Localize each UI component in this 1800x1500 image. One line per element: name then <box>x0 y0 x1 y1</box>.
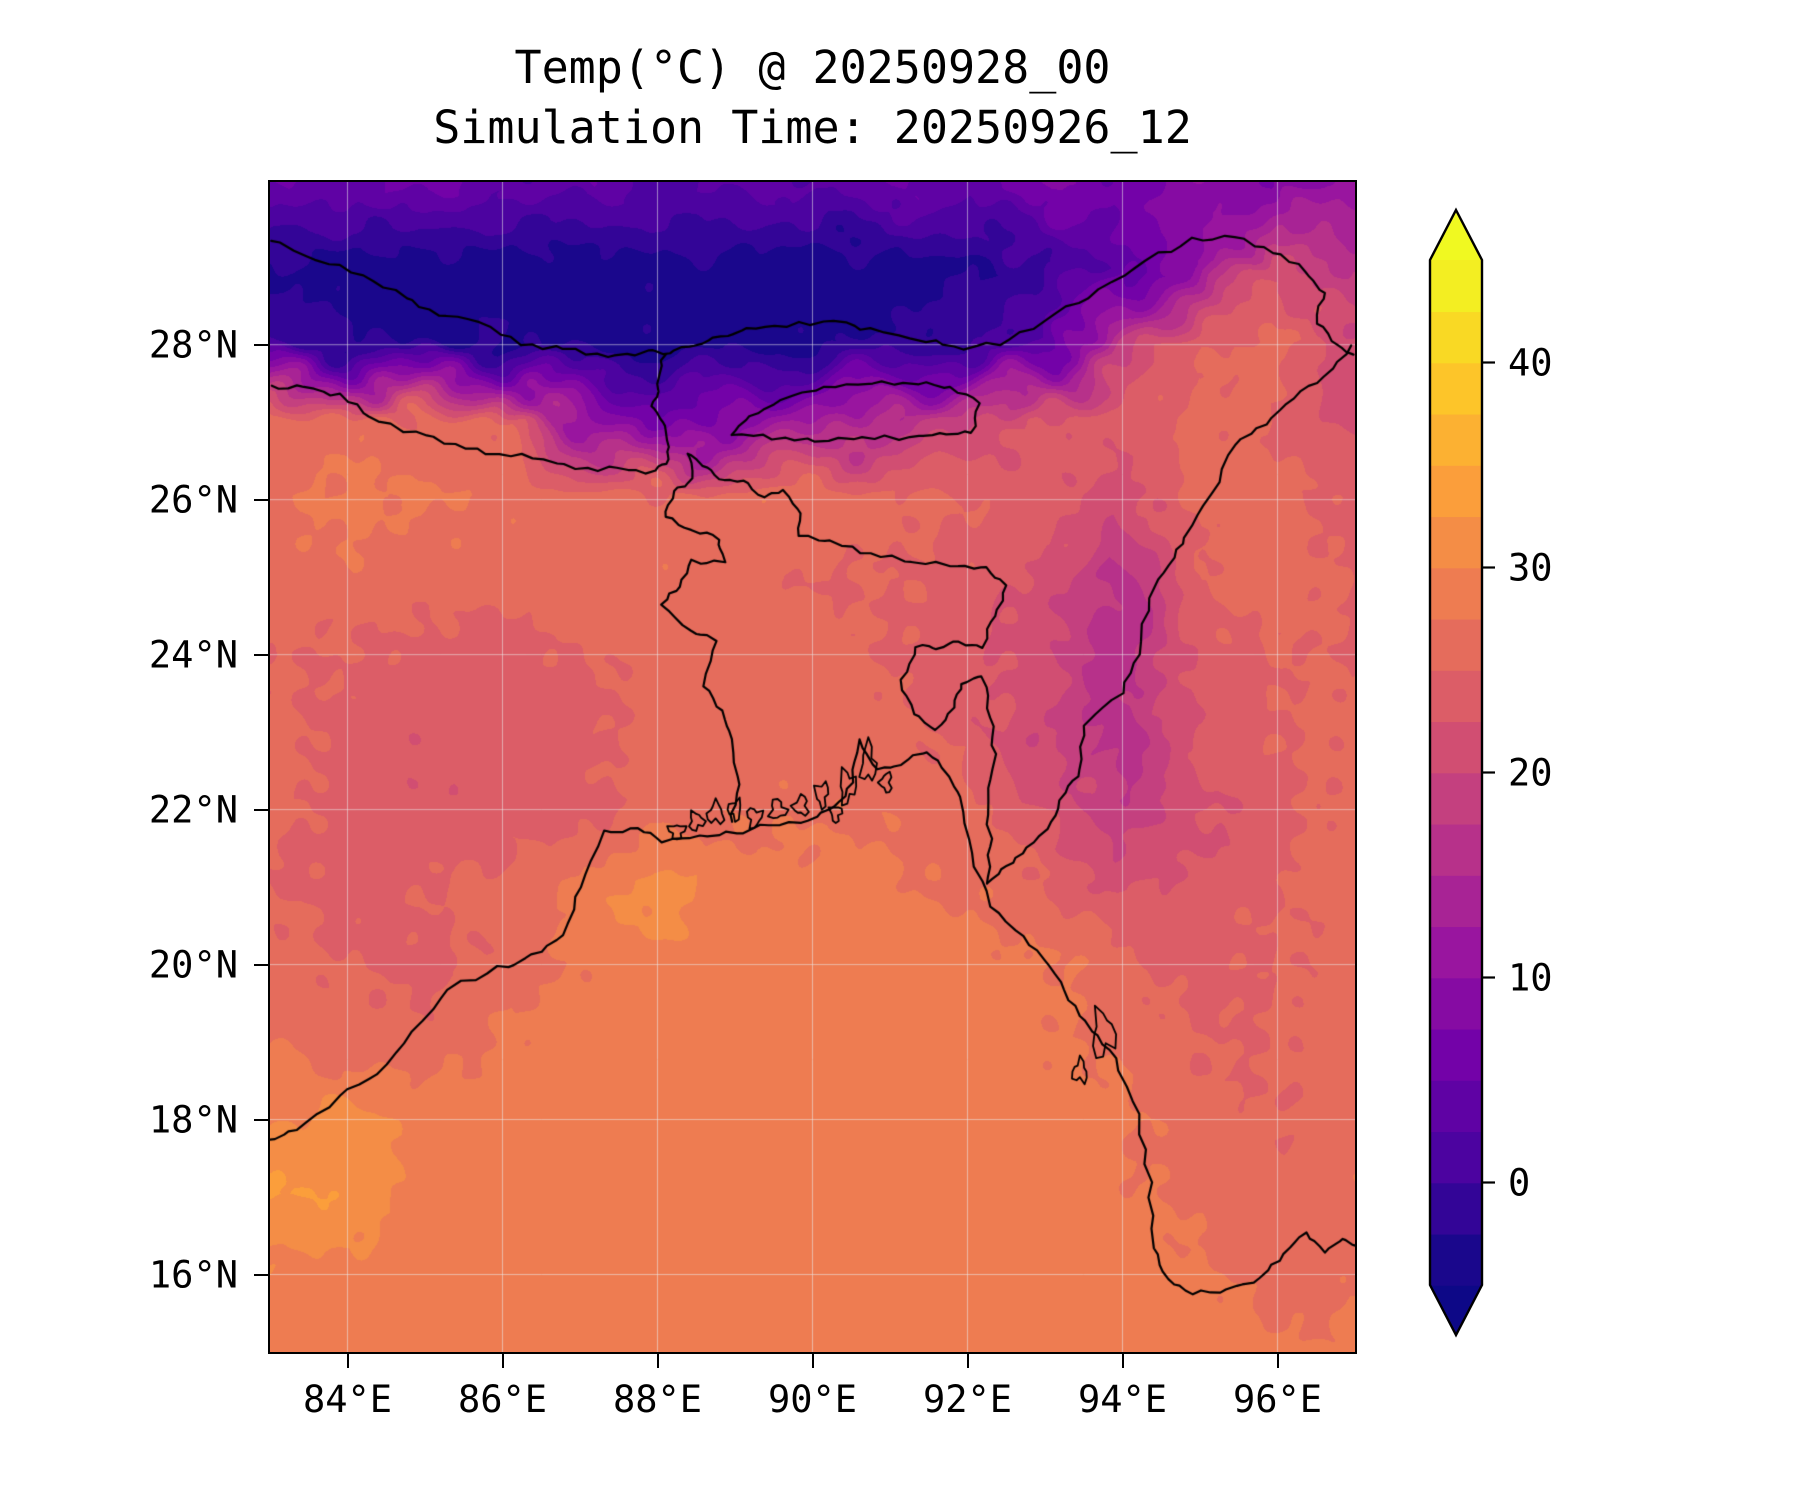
colorbar-tick-label: 0 <box>1508 1162 1530 1205</box>
colorbar-segment <box>1430 977 1482 1030</box>
colorbar-segment <box>1430 823 1482 876</box>
colorbar-segment <box>1430 721 1482 774</box>
y-tick-mark <box>254 1118 268 1121</box>
colorbar-segment <box>1430 1080 1482 1133</box>
y-tick-label: 28°N <box>148 323 238 367</box>
colorbar-segment <box>1430 670 1482 723</box>
colorbar-segment <box>1430 926 1482 979</box>
x-tick-mark <box>501 1354 504 1368</box>
colorbar-tick-label: 30 <box>1508 547 1553 590</box>
chart-title-line1: Temp(°C) @ 20250928_00 <box>514 41 1111 94</box>
map-plot-area <box>268 180 1357 1354</box>
colorbar-tick-label: 40 <box>1508 342 1553 385</box>
colorbar-segment <box>1430 618 1482 671</box>
y-tick-mark <box>254 498 268 501</box>
chart-title-line2: Simulation Time: 20250926_12 <box>433 101 1192 154</box>
x-tick-label: 96°E <box>1232 1378 1323 1421</box>
x-tick-label: 86°E <box>457 1378 548 1421</box>
y-tick-label: 18°N <box>148 1098 238 1142</box>
colorbar-segment <box>1430 567 1482 620</box>
x-tick-label: 84°E <box>302 1378 393 1421</box>
colorbar-tick-label: 20 <box>1508 752 1553 795</box>
colorbar-outline <box>1428 207 1484 1338</box>
x-tick-mark <box>966 1354 969 1368</box>
y-tick-mark <box>254 808 268 811</box>
colorbar-segment <box>1430 413 1482 466</box>
y-tick-mark <box>254 963 268 966</box>
colorbar-segment <box>1430 260 1482 313</box>
colorbar-arrow-bottom <box>1430 1285 1482 1335</box>
x-tick-label: 90°E <box>767 1378 858 1421</box>
temperature-map-canvas <box>270 182 1355 1352</box>
colorbar-segment <box>1430 772 1482 825</box>
colorbar-segment <box>1430 362 1482 415</box>
colorbar: 0 10 20 30 40 <box>1428 207 1553 1338</box>
colorbar-segment <box>1430 1182 1482 1235</box>
chart-title: Temp(°C) @ 20250928_00 Simulation Time: … <box>270 38 1355 158</box>
colorbar-segment <box>1430 1028 1482 1081</box>
x-tick-mark <box>656 1354 659 1368</box>
colorbar-tick-label: 10 <box>1508 957 1553 1000</box>
x-tick-label: 92°E <box>922 1378 1013 1421</box>
y-tick-label: 24°N <box>148 633 238 677</box>
colorbar-segment <box>1430 875 1482 928</box>
colorbar-segment <box>1430 465 1482 518</box>
y-tick-mark <box>254 343 268 346</box>
colorbar-segment <box>1430 516 1482 569</box>
colorbar-segment <box>1430 311 1482 364</box>
x-tick-mark <box>1276 1354 1279 1368</box>
x-tick-mark <box>1121 1354 1124 1368</box>
y-tick-mark <box>254 653 268 656</box>
x-tick-mark <box>346 1354 349 1368</box>
y-tick-label: 16°N <box>148 1253 238 1297</box>
colorbar-segment <box>1430 1131 1482 1184</box>
x-tick-mark <box>811 1354 814 1368</box>
y-tick-label: 22°N <box>148 788 238 832</box>
y-tick-label: 26°N <box>148 478 238 522</box>
colorbar-segment <box>1430 1233 1482 1286</box>
y-tick-mark <box>254 1273 268 1276</box>
colorbar-arrow-top <box>1430 210 1482 260</box>
y-tick-label: 20°N <box>148 943 238 987</box>
x-tick-label: 94°E <box>1077 1378 1168 1421</box>
x-tick-label: 88°E <box>612 1378 703 1421</box>
